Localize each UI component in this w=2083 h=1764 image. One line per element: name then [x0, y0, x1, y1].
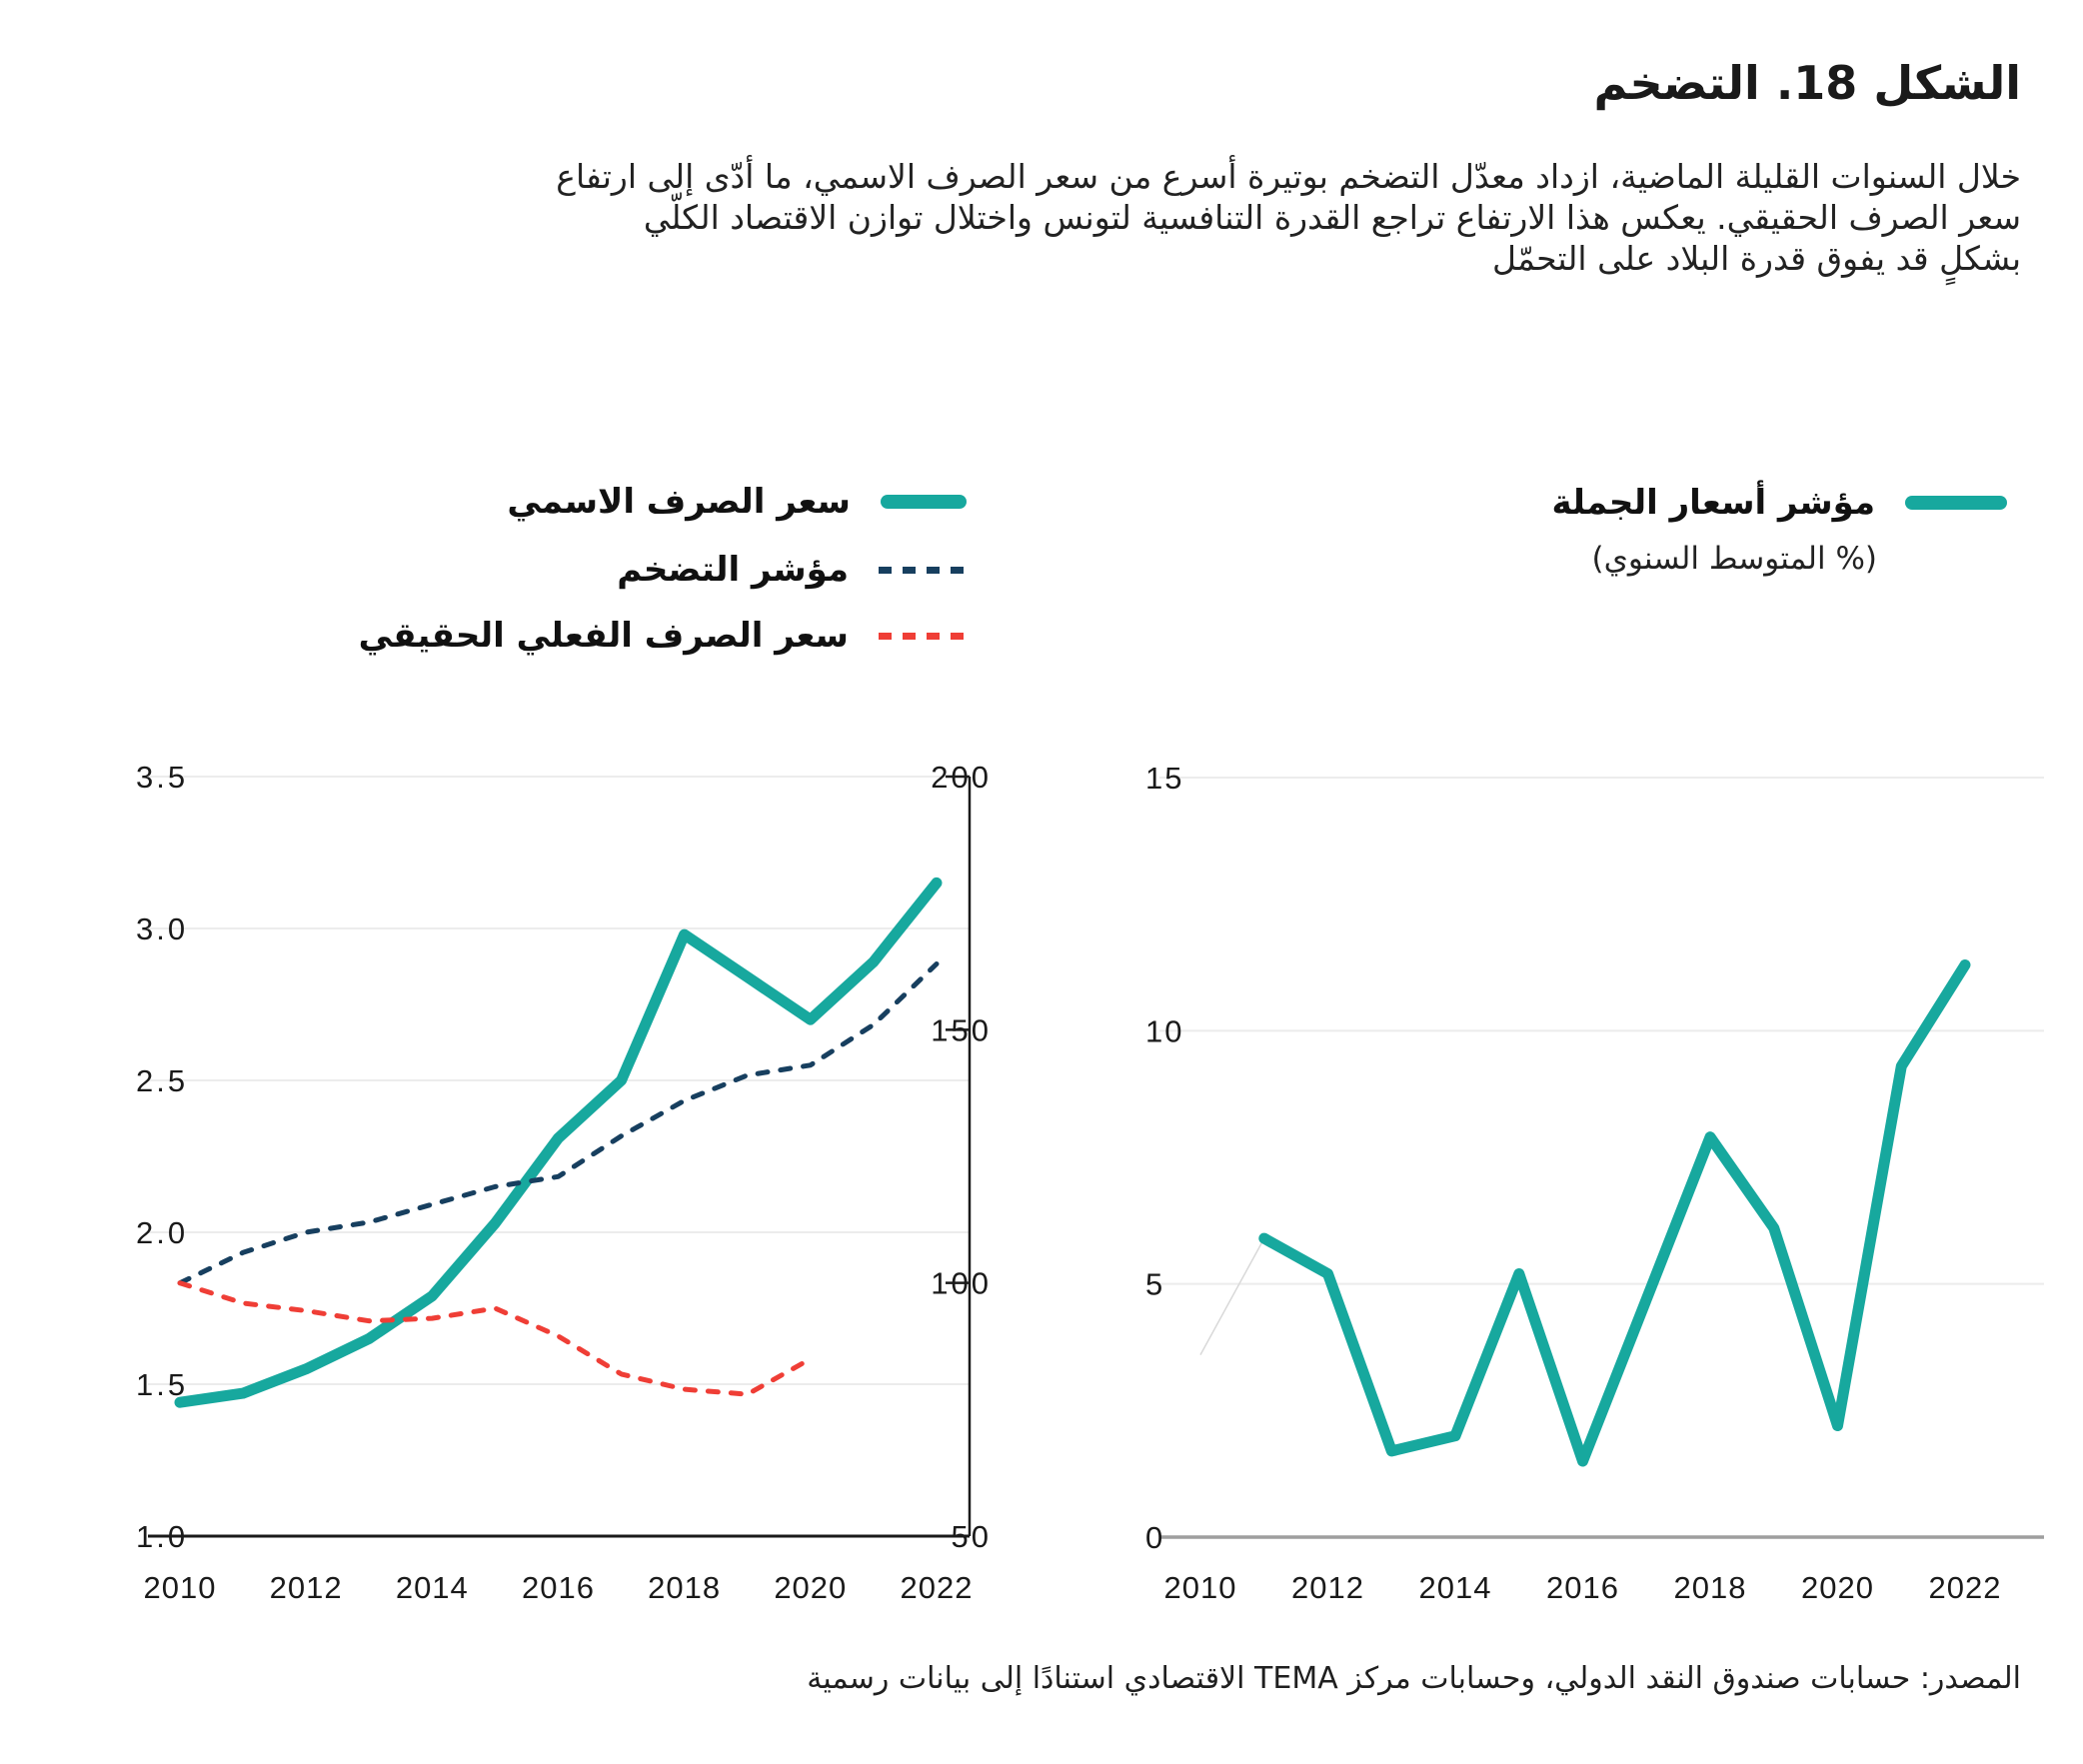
right-axis-tick-label: 150 [931, 1012, 992, 1047]
legend-nominal-rate-row: سعر الصرف الاسمي [507, 478, 967, 526]
real-effective-exchange-rate-line [177, 1280, 814, 1397]
x-axis-tick-label: 2010 [1164, 1570, 1237, 1605]
reer-legend-label: سعر الصرف الفعلي الحقيقي [358, 616, 849, 656]
x-axis-tick-label: 2022 [900, 1570, 973, 1605]
wholesale-legend-line-swatch [1905, 496, 2007, 510]
nominal-exchange-rate-line [174, 877, 943, 1408]
description-line-2: سعر الصرف الحقيقي. يعكس هذا الارتفاع ترا… [643, 198, 2021, 237]
right-axis-tick-label: 200 [931, 760, 992, 795]
left-axis-tick-label: 3.0 [136, 911, 188, 946]
right-axis-tick-label: 100 [931, 1266, 992, 1301]
nominal-rate-legend-line-swatch [881, 495, 967, 509]
figure-title: الشكل 18. التضخم [1593, 56, 2021, 110]
wholesale-legend-label: مؤشر أسعار الجملة [1551, 483, 1875, 523]
x-axis-tick-label: 2018 [648, 1570, 721, 1605]
x-axis-tick-label: 2016 [522, 1570, 595, 1605]
wholesale-price-index-line [1258, 959, 1971, 1467]
left-axis-tick-label: 2.5 [136, 1063, 188, 1098]
x-axis-tick-label: 2012 [270, 1570, 343, 1605]
left-axis-tick-label: 1.5 [136, 1367, 188, 1402]
x-axis-tick-label: 2016 [1546, 1570, 1619, 1605]
x-axis-tick-label: 2020 [774, 1570, 847, 1605]
left-axis-tick-label: 2.0 [136, 1215, 188, 1250]
legend-inflation-index-row: مؤشر التضخم [617, 546, 967, 594]
x-axis-tick-label: 2012 [1291, 1570, 1364, 1605]
x-axis-tick-label: 2014 [1419, 1570, 1492, 1605]
wholesale-legend-subtitle: (% المتوسط السنوي) [1591, 541, 1877, 577]
x-axis-tick-label: 2022 [1929, 1570, 2002, 1605]
y-axis-tick-label: 0 [1145, 1520, 1164, 1555]
inflation-index-line [177, 961, 940, 1286]
figure-description: خلال السنوات القليلة الماضية، ازداد معدّ… [556, 156, 2021, 279]
faint-connector-line [1199, 1237, 1265, 1355]
figure-source: المصدر: حسابات صندوق النقد الدولي، وحساب… [807, 1661, 2021, 1696]
inflation-index-legend-dash-swatch [879, 566, 967, 574]
x-axis-tick-label: 2014 [396, 1570, 469, 1605]
left-axis-tick-label: 1.0 [136, 1519, 188, 1554]
nominal-rate-legend-label: سعر الصرف الاسمي [507, 482, 851, 522]
description-line-3: بشكلٍ قد يفوق قدرة البلاد على التحمّل [1492, 239, 2021, 278]
left-axis-tick-label: 3.5 [136, 760, 188, 795]
y-axis-tick-label: 5 [1145, 1267, 1164, 1302]
legend-reer-row: سعر الصرف الفعلي الحقيقي [359, 612, 967, 660]
description-line-1: خلال السنوات القليلة الماضية، ازداد معدّ… [556, 157, 2021, 196]
y-axis-tick-label: 15 [1145, 761, 1183, 796]
inflation-index-legend-label: مؤشر التضخم [617, 550, 849, 590]
x-axis-tick-label: 2020 [1801, 1570, 1874, 1605]
legend-wholesale-row: مؤشر أسعار الجملة [1552, 479, 2007, 527]
reer-legend-dash-swatch [879, 632, 967, 640]
x-axis-tick-label: 2010 [144, 1570, 217, 1605]
exchange-inflation-chart: 3.5 3.0 2.5 2.0 1.5 1.0 200 150 100 50 2010 2012 201… [136, 760, 992, 1605]
x-axis-tick-label: 2018 [1674, 1570, 1747, 1605]
right-axis-tick-label: 50 [952, 1519, 992, 1554]
y-axis-tick-label: 10 [1145, 1013, 1183, 1048]
